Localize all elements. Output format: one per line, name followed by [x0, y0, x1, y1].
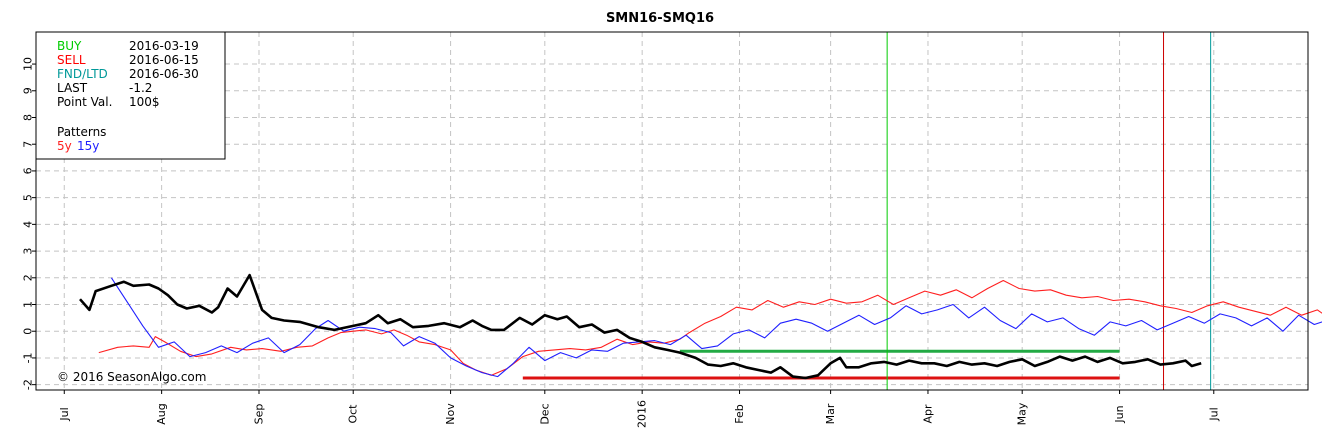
legend-row-value: -1.2 [129, 81, 152, 95]
copyright-text: © 2016 SeasonAlgo.com [57, 370, 206, 384]
legend-pattern-5y: 5y [57, 139, 72, 153]
y-tick-label: 6 [22, 167, 35, 174]
legend-row-label: SELL [57, 53, 86, 67]
y-tick-label: 3 [22, 248, 35, 255]
legend-row-value: 2016-06-30 [129, 67, 199, 81]
legend-row-value: 100$ [129, 95, 160, 109]
x-tick-label: Jul [58, 407, 71, 421]
y-tick-label: 0 [22, 328, 35, 335]
x-tick-label: Jul [1207, 407, 1220, 421]
legend-pattern-15y: 15y [77, 139, 99, 153]
series-line-15y [110, 277, 1322, 378]
legend-box: BUY 2016-03-19 SELL 2016-06-15 FND/LTD 2016-0… [35, 31, 226, 160]
x-tick-label: Aug [155, 403, 168, 424]
y-tick-label: 10 [22, 57, 35, 71]
x-tick-label: Feb [733, 404, 746, 423]
legend-row-label: FND/LTD [57, 67, 108, 81]
legend-rows: BUY 2016-03-19 SELL 2016-06-15 FND/LTD 2016-0… [57, 39, 199, 109]
x-tick-label: Dec [538, 403, 551, 424]
event-lines [886, 32, 1212, 390]
x-axis: Jul Aug Sep Oct Nov Dec 2016 Feb Mar Apr May Jun Jul [58, 390, 1220, 428]
y-tick-label: 9 [22, 87, 35, 94]
x-tick-label: Sep [252, 404, 265, 425]
x-tick-label: Nov [444, 403, 457, 425]
grid [36, 32, 1308, 390]
x-tick-label: Jun [1113, 405, 1126, 423]
x-tick-label: Mar [824, 403, 837, 424]
series-lines [79, 273, 1322, 380]
series-line-last [79, 273, 1202, 380]
y-tick-label: 4 [22, 221, 35, 228]
chart-title: SMN16-SMQ16 [606, 11, 714, 26]
x-tick-label: Oct [347, 404, 360, 424]
legend-row-label: Point Val. [57, 95, 112, 109]
y-tick-label: 8 [22, 114, 35, 121]
y-tick-label: -2 [22, 379, 35, 390]
legend-row-value: 2016-03-19 [129, 39, 199, 53]
y-axis: -2 -1 0 1 2 3 4 5 6 7 8 9 10 [22, 57, 36, 390]
legend-row-label: BUY [57, 39, 82, 53]
legend-row-label: LAST [57, 81, 88, 95]
series-line-5y [98, 279, 1322, 376]
y-tick-label: -1 [22, 352, 35, 363]
y-tick-label: 7 [22, 141, 35, 148]
y-tick-label: 2 [22, 274, 35, 281]
legend-patterns-label: Patterns [57, 125, 106, 139]
x-tick-label: May [1016, 402, 1029, 425]
y-tick-label: 5 [22, 194, 35, 201]
legend-row-value: 2016-06-15 [129, 53, 199, 67]
legend-frame [35, 31, 226, 160]
x-tick-label: 2016 [636, 400, 649, 428]
plot-frame [35, 31, 1309, 391]
x-tick-label: Apr [921, 404, 934, 424]
y-tick-label: 1 [22, 301, 35, 308]
reference-levels [522, 349, 1120, 380]
